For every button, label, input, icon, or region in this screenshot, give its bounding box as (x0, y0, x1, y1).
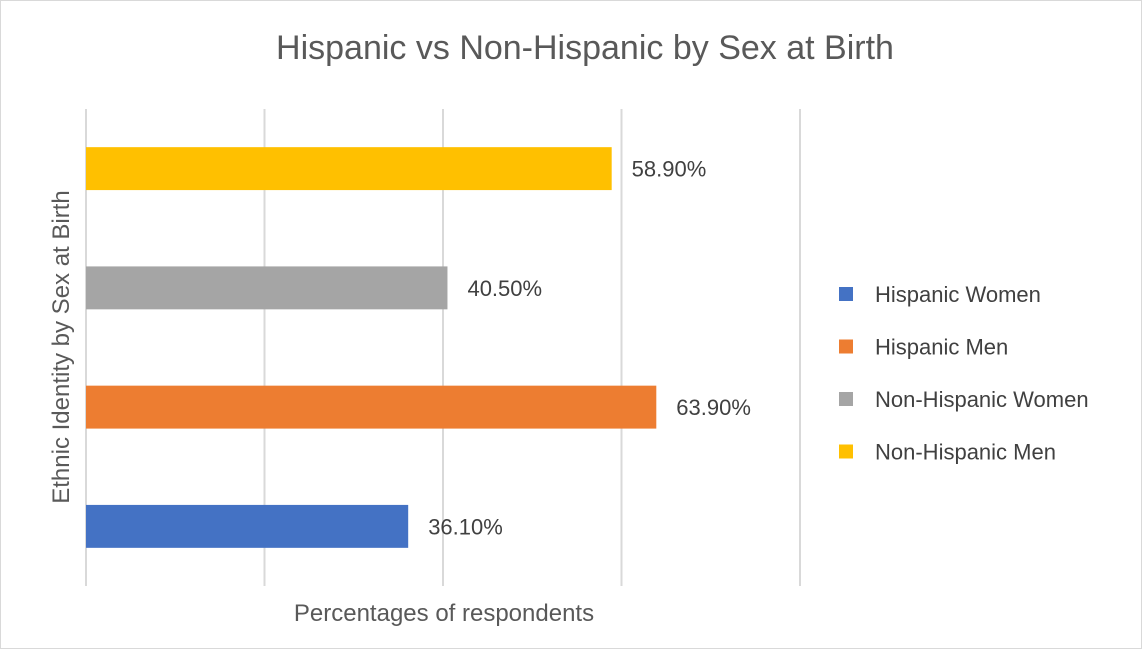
legend-swatch (839, 339, 853, 354)
bar (86, 385, 657, 429)
bar (86, 504, 409, 548)
data-label: 58.90% (632, 157, 707, 182)
legend-swatch (839, 287, 853, 301)
bar (86, 147, 612, 191)
legend-swatch (839, 392, 853, 406)
legend: Hispanic Women Hispanic Men Non-Hispanic W… (839, 282, 1089, 465)
legend-label: Non-Hispanic Men (875, 440, 1056, 465)
y-axis-label: Ethnic Identity by Sex at Birth (48, 190, 75, 504)
x-axis-label: Percentages of respondents (294, 600, 594, 627)
legend-label: Hispanic Women (875, 282, 1041, 307)
data-label: 63.90% (676, 395, 751, 420)
data-label: 36.10% (428, 514, 503, 539)
data-label: 40.50% (467, 276, 542, 301)
bars (86, 147, 657, 548)
legend-swatch (839, 444, 853, 459)
bar (86, 266, 448, 310)
legend-label: Non-Hispanic Women (875, 387, 1089, 412)
chart-title: Hispanic vs Non-Hispanic by Sex at Birth (276, 29, 894, 67)
legend-label: Hispanic Men (875, 335, 1008, 360)
data-labels: 36.10% 63.90% 40.50% 58.90% (428, 157, 751, 540)
